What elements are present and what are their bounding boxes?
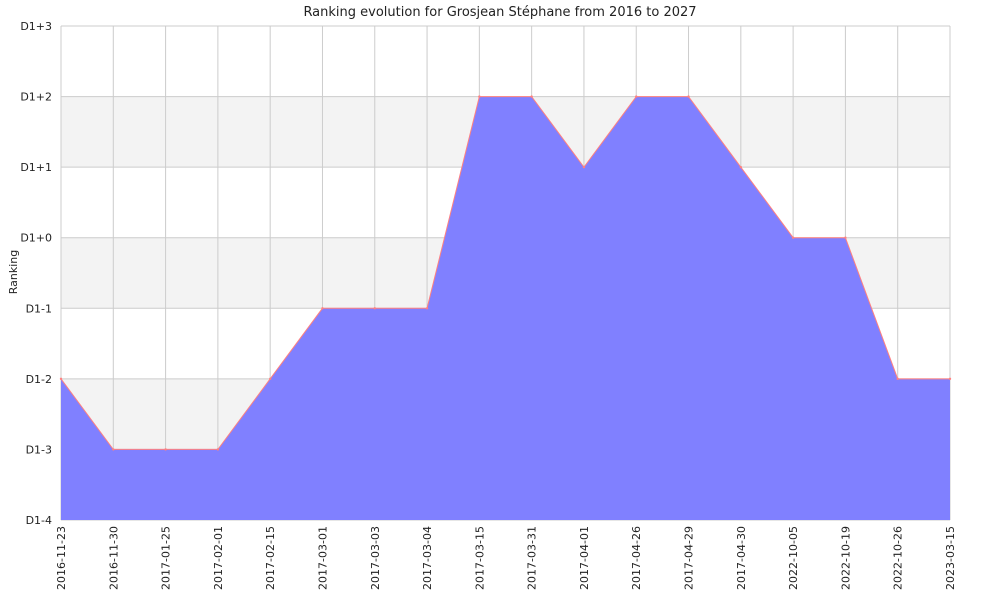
- y-axis-label: Ranking: [7, 250, 20, 295]
- data-point-10: [582, 165, 586, 169]
- x-tick-label-4: 2017-02-15: [264, 526, 277, 590]
- x-tick-label-14: 2022-10-05: [787, 526, 800, 590]
- data-point-11: [635, 95, 638, 98]
- x-tick-label-6: 2017-03-03: [369, 526, 382, 590]
- x-tick-label-5: 2017-03-01: [316, 526, 329, 590]
- x-tick-label-1: 2016-11-30: [107, 526, 120, 590]
- area-layer: [59, 95, 952, 521]
- data-point-9: [530, 95, 533, 98]
- data-point-4: [268, 377, 272, 381]
- ranking-line: [60, 96, 950, 450]
- chart-title: Ranking evolution for Grosjean Stéphane …: [303, 5, 696, 20]
- y-tick-label-6: D1+2: [20, 91, 52, 104]
- y-tick-label-1: D1-3: [26, 443, 52, 456]
- data-point-7: [425, 307, 429, 310]
- y-tick-label-7: D1+3: [20, 20, 52, 33]
- data-point-12: [687, 95, 690, 98]
- data-point-16: [896, 377, 899, 381]
- x-tick-label-12: 2017-04-29: [683, 526, 696, 590]
- x-tick-label-0: 2016-11-23: [55, 526, 68, 590]
- y-axis-ticks: D1-4 D1-3 D1-2 D1-1 D1+0 D1+1 D1+2 D1+3: [20, 20, 52, 527]
- data-point-8: [478, 95, 481, 98]
- x-tick-label-15: 2022-10-19: [839, 526, 852, 590]
- x-tick-label-13: 2017-04-30: [735, 526, 748, 590]
- ranking-area: [61, 96, 950, 521]
- data-point-14: [791, 236, 795, 239]
- data-point-3: [216, 448, 220, 451]
- data-point-0: [59, 377, 63, 381]
- y-tick-label-4: D1+0: [20, 232, 52, 245]
- x-tick-label-2: 2017-01-25: [160, 526, 173, 590]
- data-point-2: [164, 448, 167, 451]
- x-tick-label-11: 2017-04-26: [630, 526, 643, 590]
- x-tick-label-17: 2023-03-15: [944, 526, 957, 590]
- x-tick-label-8: 2017-03-15: [473, 526, 486, 590]
- x-tick-label-16: 2022-10-26: [892, 526, 905, 590]
- data-point-13: [739, 165, 743, 169]
- x-tick-label-7: 2017-03-04: [421, 526, 434, 590]
- x-axis-ticks: 2016-11-23 2016-11-30 2017-01-25 2017-02-01…: [55, 526, 957, 590]
- data-point-6: [373, 307, 376, 310]
- x-tick-label-9: 2017-03-31: [526, 526, 539, 590]
- y-tick-label-2: D1-2: [26, 373, 52, 386]
- data-point-1: [112, 448, 115, 451]
- y-tick-label-0: D1-4: [26, 514, 52, 527]
- y-tick-label-3: D1-1: [26, 302, 52, 315]
- y-tick-label-5: D1+1: [20, 161, 52, 174]
- data-point-15: [844, 236, 847, 239]
- data-point-17: [948, 377, 952, 381]
- x-tick-label-10: 2017-04-01: [578, 526, 591, 590]
- x-tick-label-3: 2017-02-01: [212, 526, 225, 590]
- data-point-5: [321, 307, 324, 310]
